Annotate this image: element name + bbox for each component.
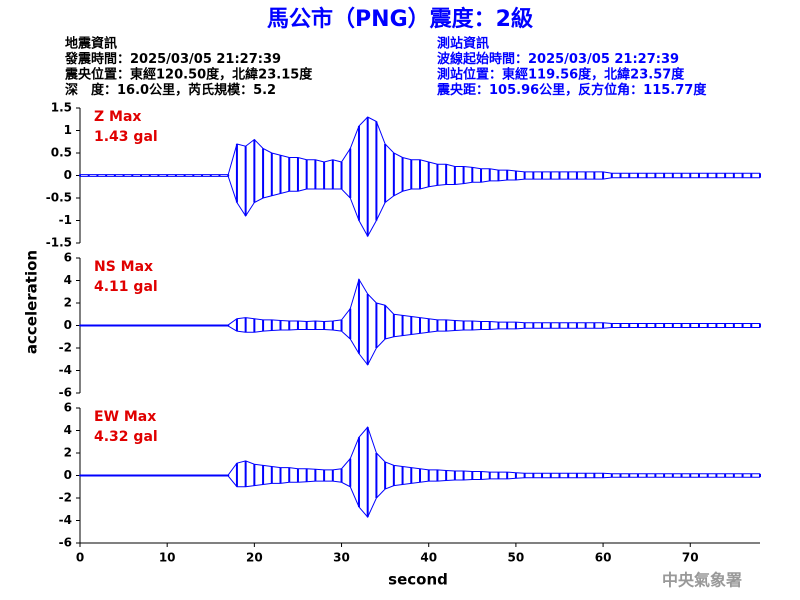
y-tick-label: 6 xyxy=(64,251,72,265)
x-tick-label: 10 xyxy=(159,551,176,565)
y-tick-label: 2 xyxy=(64,296,72,310)
annotation: NS Max xyxy=(94,259,153,275)
y-tick-label: 2 xyxy=(64,446,72,460)
y-tick-label: -1.5 xyxy=(46,236,72,250)
header-line: 測站位置：東經119.56度，北緯23.57度 xyxy=(437,67,685,83)
waveform-envelope xyxy=(80,325,760,366)
chart-title: 馬公市（PNG）震度：2級 xyxy=(267,6,533,32)
y-tick-label: 4 xyxy=(64,423,72,437)
header-line: 震央位置：東經120.50度，北緯23.15度 xyxy=(64,67,313,83)
y-tick-label: 6 xyxy=(64,401,72,415)
y-tick-label: -1 xyxy=(59,213,72,227)
y-tick-label: -2 xyxy=(59,341,72,355)
y-tick-label: -2 xyxy=(59,491,72,505)
x-tick-label: 40 xyxy=(420,551,437,565)
y-tick-label: -6 xyxy=(59,386,72,400)
annotation: 1.43 gal xyxy=(94,129,158,145)
x-tick-label: 30 xyxy=(333,551,350,565)
waveform-envelope xyxy=(80,278,760,326)
y-tick-label: -6 xyxy=(59,536,72,550)
annotation: 4.11 gal xyxy=(94,279,158,295)
header-line: 測站資訊 xyxy=(437,36,489,52)
y-tick-label: 1.5 xyxy=(51,101,72,115)
header-line: 波線起始時間：2025/03/05 21:27:39 xyxy=(437,51,679,67)
x-axis-label: second xyxy=(388,571,448,589)
annotation: EW Max xyxy=(94,409,156,425)
y-tick-label: 1 xyxy=(64,123,72,137)
annotation: Z Max xyxy=(94,109,141,125)
waveform-envelope xyxy=(80,426,760,476)
y-tick-label: -0.5 xyxy=(46,191,72,205)
y-tick-label: 0.5 xyxy=(51,146,72,160)
y-tick-label: 0 xyxy=(64,168,72,182)
waveform-envelope xyxy=(80,475,760,519)
y-tick-label: 4 xyxy=(64,273,72,287)
x-tick-label: 50 xyxy=(508,551,525,565)
header-line: 震央距：105.96公里，反方位角：115.77度 xyxy=(436,82,707,98)
x-tick-label: 60 xyxy=(595,551,612,565)
footer: 中央氣象署 xyxy=(662,571,742,590)
x-tick-label: 20 xyxy=(246,551,263,565)
y-tick-label: 0 xyxy=(64,318,72,332)
y-tick-label: -4 xyxy=(59,363,72,377)
waveform-envelope xyxy=(80,116,760,176)
annotation: 4.32 gal xyxy=(94,429,158,445)
y-tick-label: 0 xyxy=(64,468,72,482)
x-tick-label: 70 xyxy=(682,551,699,565)
y-tick-label: -4 xyxy=(59,513,72,527)
waveform-envelope xyxy=(80,175,760,238)
header-line: 深 度：16.0公里，芮氏規模：5.2 xyxy=(65,82,276,98)
header-line: 發震時間：2025/03/05 21:27:39 xyxy=(64,51,281,67)
header-line: 地震資訊 xyxy=(65,36,117,52)
x-tick-label: 0 xyxy=(76,551,84,565)
y-axis-label: acceleration xyxy=(23,250,41,354)
